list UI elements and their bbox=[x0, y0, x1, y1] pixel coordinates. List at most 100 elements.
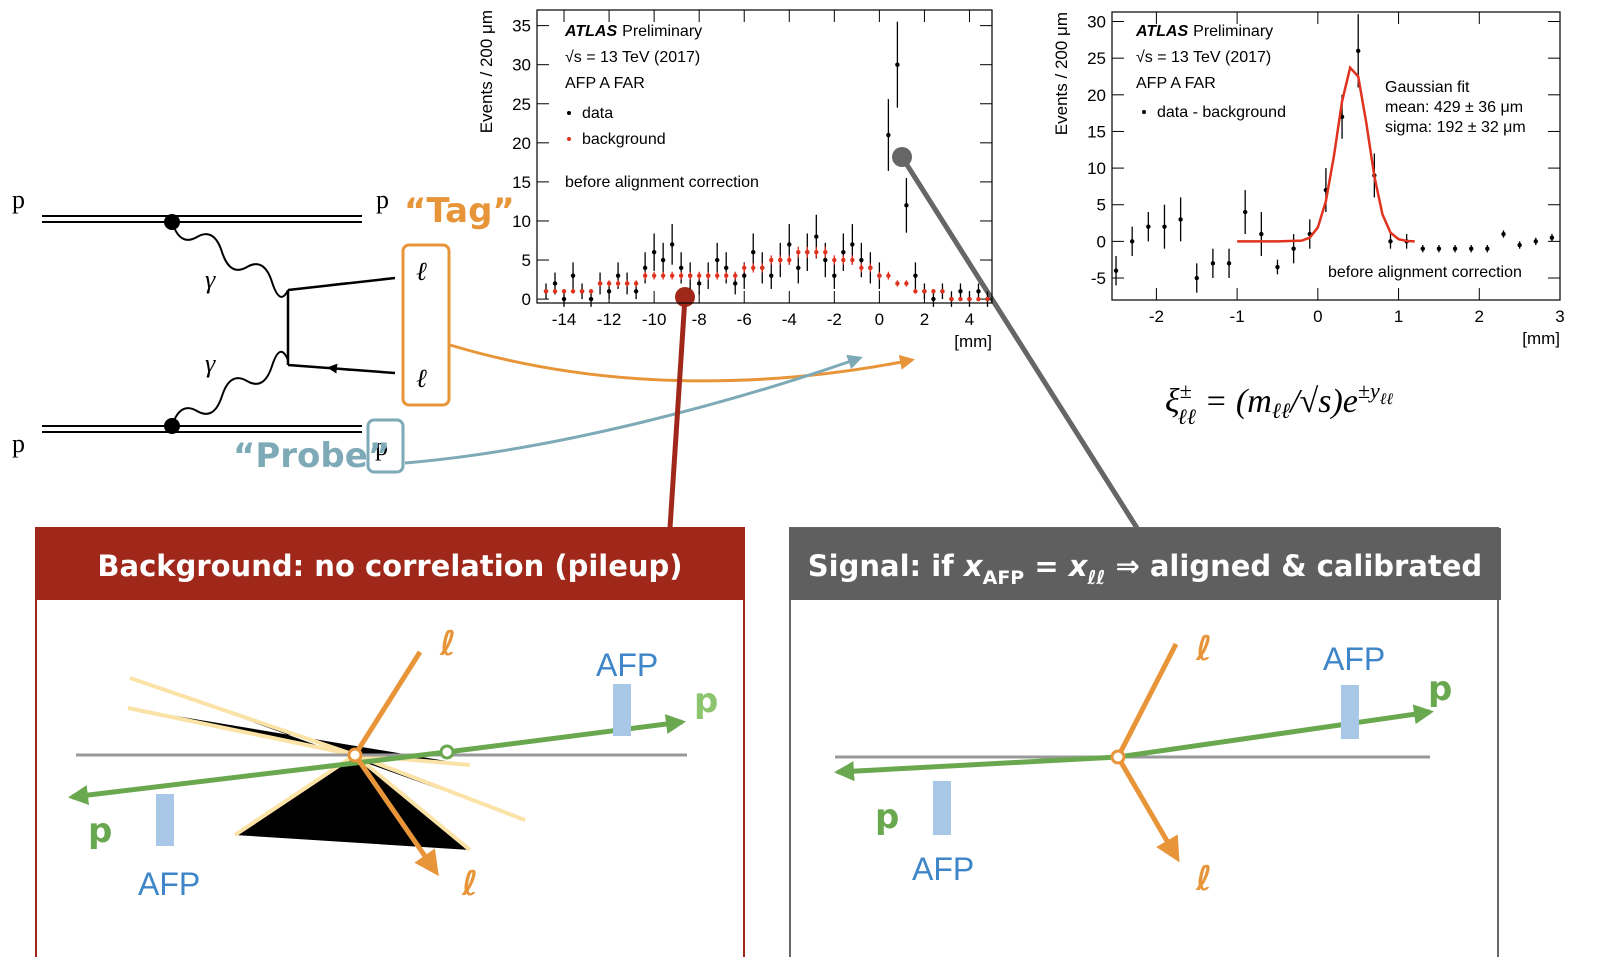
point bbox=[562, 289, 566, 293]
point bbox=[1453, 247, 1457, 251]
y-tick-label: 20 bbox=[1087, 86, 1106, 105]
photon-top bbox=[172, 222, 288, 297]
annotation: AFP A FAR bbox=[1136, 75, 1216, 92]
annotation: √s = 13 TeV (2017) bbox=[1136, 49, 1271, 66]
point bbox=[913, 273, 917, 277]
point bbox=[1114, 268, 1118, 272]
point bbox=[1211, 261, 1215, 265]
legend-label: data - background bbox=[1157, 104, 1286, 121]
point bbox=[571, 273, 575, 277]
point bbox=[1388, 239, 1392, 243]
point bbox=[1534, 239, 1538, 243]
y-tick-label: 5 bbox=[1097, 196, 1106, 215]
y-tick-label: 15 bbox=[512, 173, 531, 192]
legend-marker bbox=[567, 111, 571, 115]
proton-label: p bbox=[694, 681, 718, 721]
point bbox=[904, 281, 908, 285]
y-tick-label: 15 bbox=[1087, 122, 1106, 141]
lepton-label: ℓ bbox=[1195, 629, 1212, 669]
point bbox=[787, 258, 791, 262]
title-part: Signal: if bbox=[808, 549, 964, 583]
point bbox=[949, 297, 953, 301]
point bbox=[931, 297, 935, 301]
point bbox=[796, 266, 800, 270]
point bbox=[913, 289, 917, 293]
status: Preliminary bbox=[622, 23, 702, 40]
title-part: = bbox=[1024, 549, 1069, 583]
afp-label: AFP bbox=[912, 851, 974, 887]
x-axis-label: [mm] bbox=[954, 332, 992, 351]
x-tick-label: 0 bbox=[1313, 307, 1322, 326]
x-tick-label: 2 bbox=[1475, 307, 1484, 326]
point bbox=[697, 273, 701, 277]
label: p bbox=[376, 185, 389, 214]
point bbox=[814, 250, 818, 254]
y-tick-label: 35 bbox=[512, 17, 531, 36]
point bbox=[589, 289, 593, 293]
experiment: ATLAS bbox=[564, 23, 617, 40]
lepton-lines bbox=[288, 278, 395, 373]
fermion-arrows bbox=[288, 283, 350, 370]
point bbox=[679, 266, 683, 270]
slide: p p p γ γ ℓ ℓ p “Tag” “Probe” ξ±ℓℓ = (mℓ… bbox=[0, 0, 1619, 957]
experiment: ATLAS bbox=[1135, 23, 1188, 40]
point bbox=[859, 258, 863, 262]
formula-part: /√s)e bbox=[1288, 383, 1358, 420]
point bbox=[805, 250, 809, 254]
point bbox=[1178, 217, 1182, 221]
point bbox=[1259, 232, 1263, 236]
point bbox=[931, 289, 935, 293]
x-tick-label: -6 bbox=[737, 310, 752, 329]
point bbox=[841, 258, 845, 262]
point bbox=[760, 266, 764, 270]
label: ℓ bbox=[416, 257, 427, 286]
formula: ξ±ℓℓ = (mℓℓ/√s)e±yℓℓ bbox=[1165, 378, 1393, 429]
y-tick-label: 20 bbox=[512, 134, 531, 153]
note: before alignment correction bbox=[1328, 264, 1522, 281]
connector-dot bbox=[892, 147, 912, 167]
point bbox=[607, 281, 611, 285]
proton-lines bbox=[42, 216, 362, 432]
point bbox=[787, 242, 791, 246]
legend-label: background bbox=[582, 131, 666, 148]
afp-label: AFP bbox=[138, 866, 200, 902]
afp-detector bbox=[933, 781, 951, 835]
point bbox=[1130, 239, 1134, 243]
feynman-labels: p p p γ γ ℓ ℓ p bbox=[12, 185, 427, 461]
point bbox=[958, 289, 962, 293]
point bbox=[652, 273, 656, 277]
proton-label: p bbox=[1428, 669, 1452, 709]
x-axis-label: [mm] bbox=[1522, 329, 1560, 348]
point bbox=[859, 266, 863, 270]
lepton-label: ℓ bbox=[461, 864, 478, 904]
x-tick-label: -4 bbox=[782, 310, 797, 329]
title-part: x bbox=[962, 549, 984, 583]
formula-part: = (m bbox=[1196, 383, 1272, 420]
point bbox=[571, 289, 575, 293]
annotation: AFP A FAR bbox=[565, 75, 645, 92]
point bbox=[868, 266, 872, 270]
vertex bbox=[441, 746, 453, 758]
point bbox=[976, 297, 980, 301]
point bbox=[724, 273, 728, 277]
note: before alignment correction bbox=[565, 174, 759, 191]
panel-title: Background: no correlation (pileup) bbox=[97, 549, 682, 583]
point bbox=[832, 273, 836, 277]
fit-result: mean: 429 ± 36 μm bbox=[1385, 99, 1523, 116]
point bbox=[670, 273, 674, 277]
point bbox=[1162, 225, 1166, 229]
proton-label: p bbox=[88, 811, 112, 851]
y-axis-label: Events / 200 μm bbox=[1052, 12, 1071, 135]
point bbox=[823, 258, 827, 262]
point bbox=[679, 273, 683, 277]
point bbox=[1195, 276, 1199, 280]
point bbox=[796, 250, 800, 254]
afp-detector bbox=[1341, 685, 1359, 739]
y-tick-label: 30 bbox=[512, 56, 531, 75]
point bbox=[616, 281, 620, 285]
chart: -5051015202530-2-10123[mm]Events / 200 μ… bbox=[1052, 12, 1565, 348]
point bbox=[1291, 247, 1295, 251]
x-tick-label: 4 bbox=[965, 310, 974, 329]
point bbox=[769, 273, 773, 277]
formula-part: ℓℓ bbox=[1178, 404, 1197, 429]
